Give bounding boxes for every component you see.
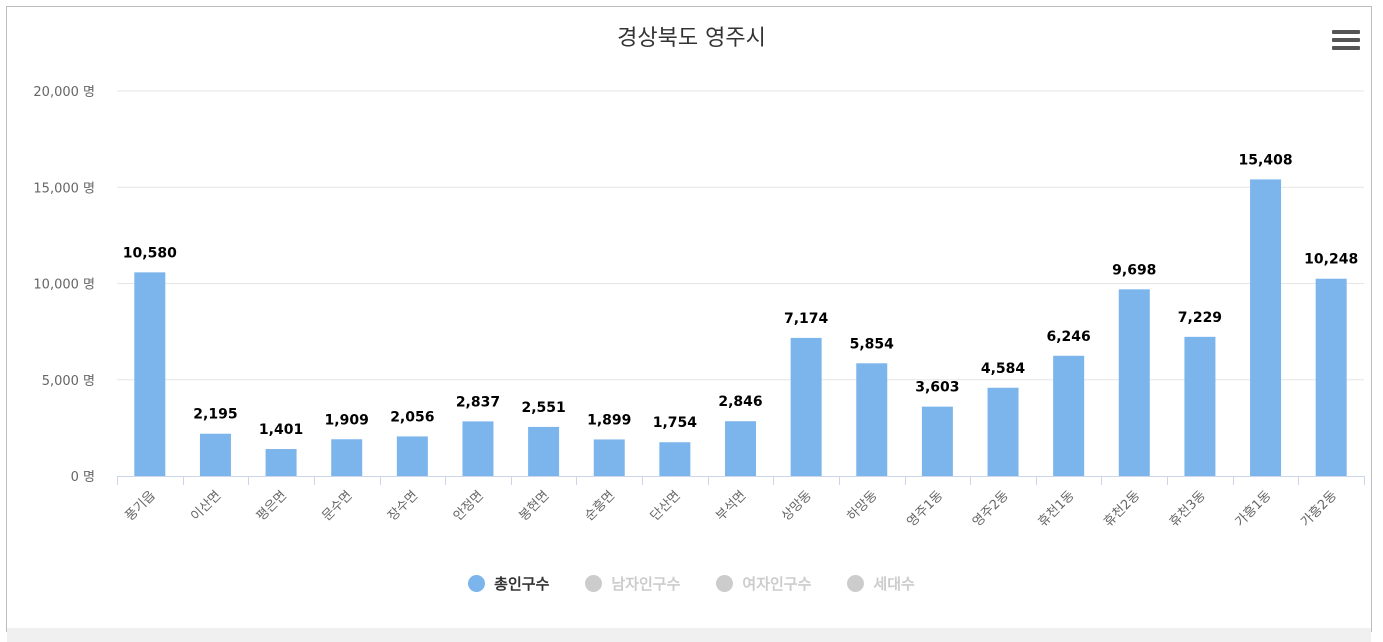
bar[interactable]	[265, 449, 297, 476]
x-tick-label: 봉현면	[516, 488, 552, 524]
legend-marker	[716, 575, 734, 592]
bar[interactable]	[593, 439, 625, 476]
bar[interactable]	[1250, 179, 1282, 476]
bar[interactable]	[199, 433, 231, 476]
legend-item[interactable]: 세대수	[847, 573, 915, 594]
legend-item[interactable]: 여자인구수	[716, 573, 811, 594]
x-tick-label: 순흥면	[582, 488, 618, 524]
x-tick-label: 상망동	[779, 488, 815, 524]
x-tick-label: 장수면	[385, 488, 421, 524]
x-tick-label: 안정면	[451, 488, 487, 524]
x-tick-label: 휴천3동	[1167, 488, 1209, 530]
x-tick-label: 가흥2동	[1298, 488, 1340, 530]
bar[interactable]	[987, 387, 1019, 476]
bar[interactable]	[921, 406, 953, 476]
data-label: 3,603	[915, 380, 959, 396]
legend-label: 세대수	[873, 575, 915, 593]
x-tick-label: 풍기읍	[123, 488, 159, 524]
hamburger-menu-icon[interactable]	[1332, 30, 1360, 54]
data-label: 9,698	[1112, 262, 1156, 278]
x-tick-label: 단산면	[648, 488, 684, 524]
y-tick-label: 20,000 명	[33, 85, 95, 100]
bar[interactable]	[1118, 289, 1150, 476]
x-tick-label: 영주1동	[904, 488, 946, 530]
data-label: 2,195	[193, 407, 237, 423]
data-label: 5,854	[850, 336, 895, 352]
legend-marker	[847, 575, 865, 592]
legend-label: 여자인구수	[742, 575, 812, 593]
legend: 총인구수 남자인구수 여자인구수 세대수	[0, 573, 1383, 594]
data-label: 6,246	[1047, 329, 1091, 345]
legend-label: 총인구수	[494, 575, 550, 593]
bar[interactable]	[396, 436, 428, 476]
bar[interactable]	[725, 421, 756, 476]
y-tick-label: 0 명	[71, 470, 95, 485]
bar[interactable]	[528, 426, 560, 476]
chart-title: 경상북도 영주시	[617, 26, 766, 51]
data-label: 2,551	[521, 400, 565, 416]
data-label: 1,754	[653, 415, 698, 431]
data-label: 15,408	[1239, 152, 1293, 168]
y-tick-label: 5,000 명	[42, 374, 95, 389]
x-tick-label: 휴천1동	[1036, 488, 1078, 530]
bar[interactable]	[1184, 336, 1216, 476]
y-tick-label: 15,000 명	[33, 181, 95, 196]
data-label: 10,248	[1304, 252, 1358, 268]
data-label: 1,401	[259, 422, 303, 438]
x-tick-label: 부석면	[713, 488, 749, 524]
x-tick-label: 휴천2동	[1101, 488, 1143, 530]
y-tick-label: 10,000 명	[33, 278, 95, 293]
x-tick-label: 영주2동	[970, 488, 1012, 530]
x-tick-label: 하망동	[845, 488, 881, 524]
bar[interactable]	[856, 363, 888, 476]
x-tick-label: 이산면	[188, 488, 224, 524]
legend-marker	[468, 575, 486, 592]
legend-label: 남자인구수	[611, 575, 681, 593]
bar[interactable]	[1315, 278, 1347, 476]
data-label: 2,056	[390, 409, 434, 425]
data-label: 10,580	[123, 245, 177, 261]
bar[interactable]	[790, 337, 822, 476]
data-label: 1,909	[325, 412, 369, 428]
x-tick-label: 평은면	[254, 488, 290, 524]
data-label: 4,584	[981, 361, 1026, 377]
data-label: 2,846	[718, 394, 762, 410]
bar[interactable]	[1053, 355, 1085, 476]
bar[interactable]	[134, 272, 166, 476]
footer-strip	[7, 628, 1371, 642]
bar[interactable]	[659, 442, 691, 476]
data-label: 7,229	[1178, 310, 1222, 326]
data-label: 7,174	[784, 311, 829, 327]
x-tick-label: 문수면	[320, 488, 356, 524]
bar[interactable]	[331, 439, 363, 476]
data-label: 2,837	[456, 394, 500, 410]
bar[interactable]	[462, 421, 494, 476]
legend-item[interactable]: 총인구수	[468, 573, 549, 594]
legend-marker	[585, 575, 603, 592]
data-label: 1,899	[587, 412, 631, 428]
legend-item[interactable]: 남자인구수	[585, 573, 680, 594]
x-tick-label: 가흥1동	[1233, 488, 1275, 530]
